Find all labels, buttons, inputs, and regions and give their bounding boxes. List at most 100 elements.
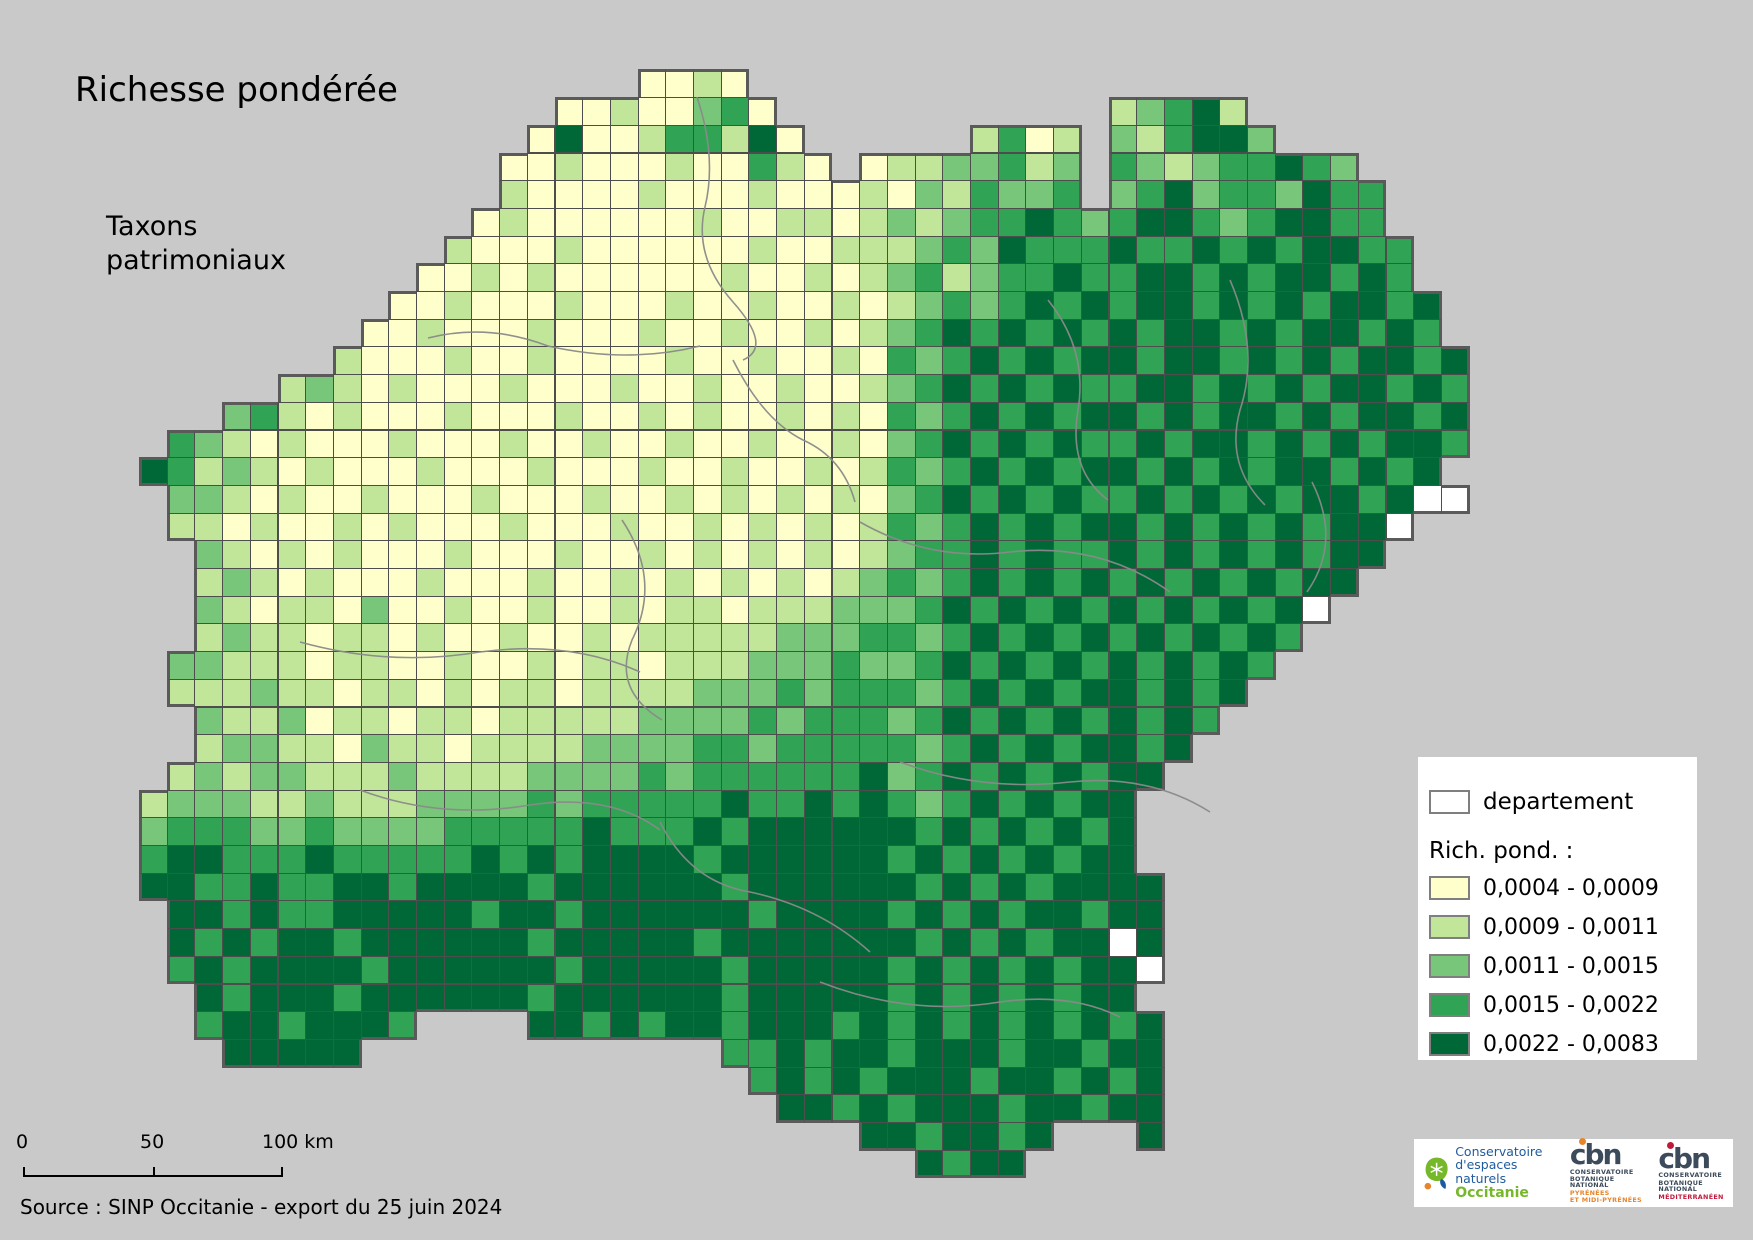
grid-cell (499, 207, 528, 237)
grid-cell (249, 706, 279, 736)
grid-cell (1219, 263, 1248, 292)
grid-cell (803, 235, 833, 265)
grid-cell (970, 291, 999, 320)
grid-cell (1247, 651, 1276, 680)
grid-cell (277, 955, 307, 985)
grid-cell (914, 678, 944, 708)
grid-cell (443, 983, 473, 1013)
grid-cell (665, 457, 694, 486)
grid-cell (1080, 568, 1110, 597)
grid-cell (471, 872, 501, 902)
grid-cell (471, 706, 501, 736)
grid-cell (1191, 207, 1221, 237)
grid-cell (1274, 291, 1304, 320)
grid-cell (637, 512, 667, 542)
grid-cell (499, 845, 528, 874)
grid-cell (1440, 401, 1470, 431)
grid-cell (637, 928, 667, 957)
source-text: Source : SINP Occitanie - export du 25 j… (20, 1195, 503, 1219)
grid-cell (1357, 346, 1387, 376)
grid-cell (1330, 374, 1359, 403)
grid-cell (1053, 817, 1082, 846)
grid-cell (471, 401, 501, 431)
grid-cell (249, 540, 279, 569)
grid-cell (665, 568, 694, 597)
cbn-med-line3: MÉDITERRANÉEN (1658, 1192, 1724, 1201)
grid-cell (914, 900, 944, 930)
grid-cell (831, 318, 861, 348)
grid-cell (416, 845, 445, 874)
grid-cell (526, 235, 556, 265)
grid-cell (526, 789, 556, 819)
grid-cell (859, 180, 888, 209)
grid-cell (665, 955, 694, 985)
grid-cell (526, 845, 556, 874)
grid-cell (1080, 651, 1110, 680)
scalebar-labels: 0 50 100 km (16, 1131, 346, 1155)
grid-cell (914, 1011, 944, 1040)
grid-cell (554, 540, 584, 569)
grid-cell (1136, 180, 1165, 209)
grid-cell (526, 484, 556, 514)
grid-cell (1136, 678, 1165, 708)
grid-cell (526, 761, 556, 791)
cbn-pyr-line3: PYRÉNÉES (1569, 1188, 1610, 1197)
grid-cell (554, 955, 584, 985)
grid-cell (526, 401, 556, 431)
grid-cell (166, 457, 196, 486)
legend-class-swatch (1429, 954, 1470, 978)
grid-cell (748, 401, 778, 431)
grid-cell (1163, 623, 1193, 653)
grid-cell (1080, 1038, 1110, 1068)
grid-cell (1108, 623, 1138, 653)
grid-cell (305, 761, 334, 791)
grid-cell (859, 484, 888, 514)
grid-cell (776, 1094, 805, 1123)
grid-cell (665, 180, 694, 209)
grid-cell (1053, 374, 1082, 403)
grid-cell (332, 484, 362, 514)
grid-cell (665, 374, 694, 403)
grid-cell (1053, 789, 1082, 819)
grid-cell (332, 983, 362, 1013)
grid-cell (360, 374, 390, 403)
grid-cell (1025, 124, 1055, 154)
grid-cell (831, 706, 861, 736)
grid-cell (1247, 263, 1276, 292)
grid-cell (1413, 401, 1442, 431)
grid-cell (637, 900, 667, 930)
grid-cell (1274, 540, 1304, 569)
grid-cell (388, 955, 417, 985)
grid-cell (360, 595, 390, 625)
grid-cell (1330, 152, 1359, 182)
grid-cell (388, 457, 417, 486)
grid-cell (416, 401, 445, 431)
grid-cell (970, 346, 999, 376)
grid-cell (471, 651, 501, 680)
grid-cell (970, 651, 999, 680)
grid-cell (1136, 263, 1165, 292)
grid-cell (1080, 1094, 1110, 1123)
grid-cell (1025, 540, 1055, 569)
grid-cell (1191, 457, 1221, 486)
grid-cell (859, 1094, 888, 1123)
grid-cell (803, 734, 833, 763)
grid-cell (1330, 318, 1359, 348)
grid-cell (360, 512, 390, 542)
grid-cell (554, 124, 584, 154)
grid-cell (720, 568, 750, 597)
grid-cell (194, 761, 224, 791)
grid-cell (1247, 457, 1276, 486)
grid-cell (443, 845, 473, 874)
grid-cell (914, 263, 944, 292)
grid-cell (942, 678, 971, 708)
grid-cell (803, 900, 833, 930)
grid-cell (1025, 318, 1055, 348)
grid-cell (471, 623, 501, 653)
grid-cell (1080, 429, 1110, 459)
grid-cell (609, 789, 639, 819)
grid-cell (1302, 540, 1332, 569)
grid-cell (776, 1038, 805, 1068)
grid-cell (277, 1038, 307, 1068)
grid-cell (1219, 512, 1248, 542)
